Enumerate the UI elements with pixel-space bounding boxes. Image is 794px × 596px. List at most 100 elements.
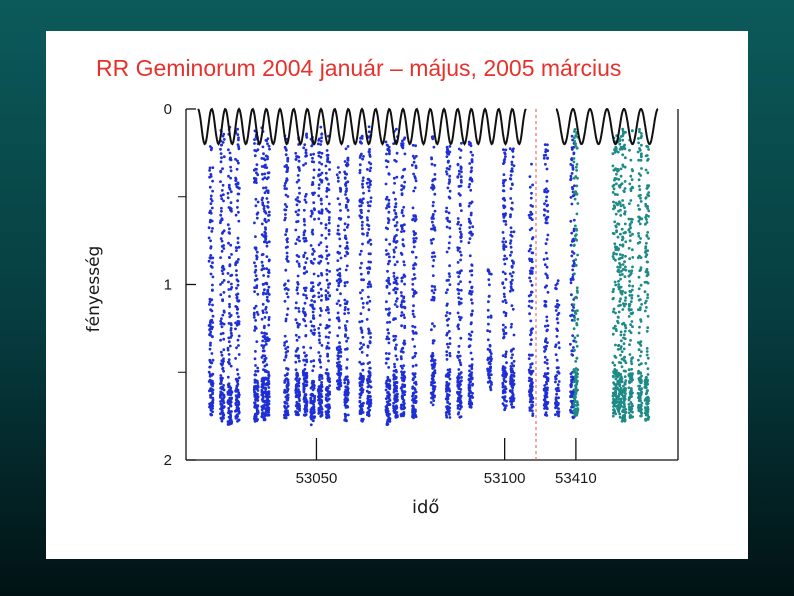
- data-point: [302, 231, 306, 234]
- data-point: [236, 320, 240, 323]
- data-point: [545, 265, 549, 269]
- data-point: [402, 296, 406, 300]
- data-point: [320, 298, 323, 302]
- data-point: [343, 298, 347, 302]
- data-point: [368, 400, 371, 404]
- data-point: [646, 314, 650, 318]
- data-point: [570, 148, 574, 151]
- data-point: [571, 187, 575, 191]
- data-point: [618, 243, 622, 247]
- data-point: [254, 248, 258, 251]
- data-point: [545, 167, 549, 171]
- data-point: [399, 291, 403, 294]
- data-point: [614, 182, 618, 186]
- data-point: [284, 181, 287, 185]
- data-point: [226, 420, 230, 423]
- data-point: [629, 174, 633, 178]
- data-point: [573, 128, 577, 131]
- data-point: [576, 202, 580, 205]
- data-point: [645, 329, 649, 333]
- data-point: [468, 398, 472, 401]
- data-point: [460, 269, 463, 272]
- data-point: [433, 163, 437, 167]
- data-point: [395, 228, 399, 232]
- data-point: [545, 179, 549, 183]
- data-point: [396, 392, 399, 396]
- data-point: [468, 219, 472, 223]
- data-point: [227, 183, 231, 187]
- data-point: [304, 162, 308, 165]
- data-point: [445, 380, 449, 384]
- data-point: [510, 201, 514, 205]
- data-point: [621, 308, 625, 311]
- data-point: [620, 182, 624, 186]
- data-point: [431, 135, 435, 139]
- data-point: [302, 390, 306, 394]
- data-point: [255, 167, 258, 171]
- data-point: [531, 183, 534, 187]
- data-point: [399, 364, 403, 368]
- data-point: [576, 317, 580, 321]
- data-point: [209, 194, 213, 198]
- data-point: [487, 375, 491, 379]
- data-point: [264, 234, 268, 238]
- data-point: [512, 371, 516, 375]
- data-point: [228, 315, 232, 319]
- data-point: [643, 309, 647, 313]
- data-point: [310, 381, 314, 385]
- data-point: [255, 277, 259, 281]
- data-point: [620, 227, 624, 231]
- data-point: [572, 227, 576, 231]
- data-point: [543, 350, 546, 353]
- data-point: [361, 157, 364, 161]
- data-point: [317, 187, 321, 190]
- data-point: [367, 130, 371, 134]
- data-point: [309, 320, 313, 323]
- data-point: [458, 358, 461, 362]
- data-point: [261, 201, 265, 205]
- data-point: [544, 324, 547, 328]
- data-point: [302, 271, 306, 275]
- data-point: [367, 228, 371, 231]
- data-point: [571, 349, 574, 352]
- data-point: [312, 272, 316, 276]
- data-point: [614, 224, 618, 228]
- data-point: [624, 156, 627, 160]
- data-point: [392, 339, 396, 342]
- data-point: [220, 249, 224, 253]
- data-point: [630, 357, 633, 361]
- data-point: [637, 369, 640, 373]
- data-point: [411, 387, 414, 390]
- data-point: [304, 261, 308, 264]
- data-point: [283, 184, 287, 188]
- data-point: [411, 288, 415, 291]
- data-point: [393, 303, 397, 306]
- data-point: [229, 400, 233, 404]
- data-point: [487, 322, 490, 326]
- data-point: [267, 337, 271, 341]
- data-point: [320, 394, 323, 398]
- data-point: [639, 136, 643, 140]
- data-point: [573, 130, 576, 133]
- data-point: [611, 414, 615, 418]
- data-point: [639, 318, 642, 321]
- data-point: [235, 296, 239, 300]
- data-point: [253, 149, 257, 152]
- data-point: [431, 384, 435, 388]
- data-point: [367, 204, 370, 208]
- data-point: [647, 191, 651, 194]
- data-point: [295, 260, 299, 263]
- data-point: [448, 368, 452, 371]
- data-point: [630, 367, 633, 371]
- data-point: [236, 159, 239, 163]
- data-point: [255, 387, 259, 391]
- data-point: [328, 160, 331, 164]
- data-point: [368, 155, 372, 158]
- data-point: [446, 384, 450, 387]
- data-point: [305, 402, 309, 405]
- data-point: [445, 318, 449, 322]
- data-point: [543, 143, 547, 146]
- data-point: [510, 250, 513, 254]
- data-point: [369, 238, 372, 242]
- data-point: [254, 264, 257, 268]
